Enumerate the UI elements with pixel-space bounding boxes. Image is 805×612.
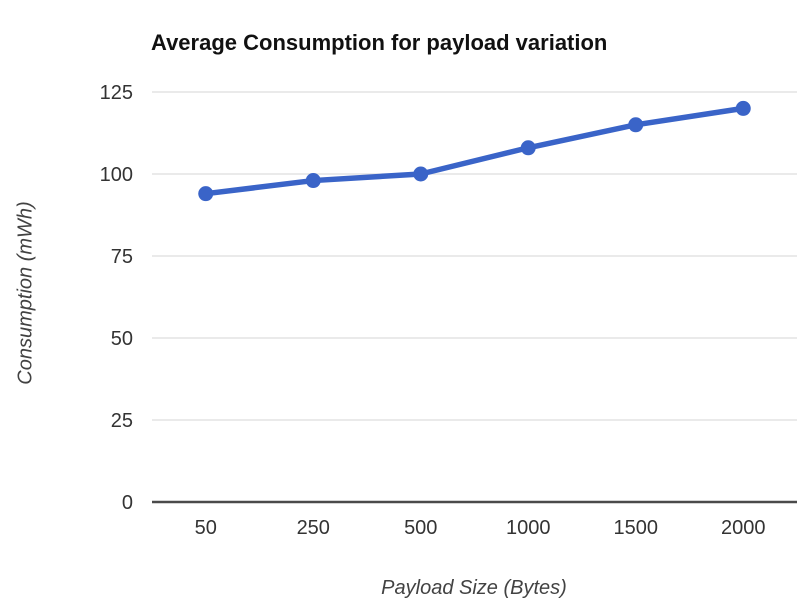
data-point: [198, 186, 214, 202]
y-tick-label: 75: [111, 246, 133, 268]
y-tick-label: 50: [111, 328, 133, 350]
chart-title: Average Consumption for payload variatio…: [151, 30, 608, 55]
x-tick-label: 250: [297, 517, 330, 539]
y-tick-label: 25: [111, 410, 133, 432]
data-point: [305, 173, 321, 189]
x-axis-title: Payload Size (Bytes): [381, 577, 567, 599]
y-tick-label: 100: [100, 164, 133, 186]
y-tick-label: 0: [122, 492, 133, 514]
data-line: [203, 105, 746, 197]
data-point: [628, 117, 644, 133]
data-point: [735, 100, 751, 116]
x-tick-label: 1000: [506, 517, 551, 539]
x-tick-label: 50: [195, 517, 217, 539]
data-point: [413, 166, 429, 182]
x-tick-label: 500: [404, 517, 437, 539]
y-tick-label: 125: [100, 82, 133, 104]
x-tick-label: 2000: [721, 517, 766, 539]
data-point: [520, 140, 536, 156]
x-tick-label: 1500: [614, 517, 659, 539]
